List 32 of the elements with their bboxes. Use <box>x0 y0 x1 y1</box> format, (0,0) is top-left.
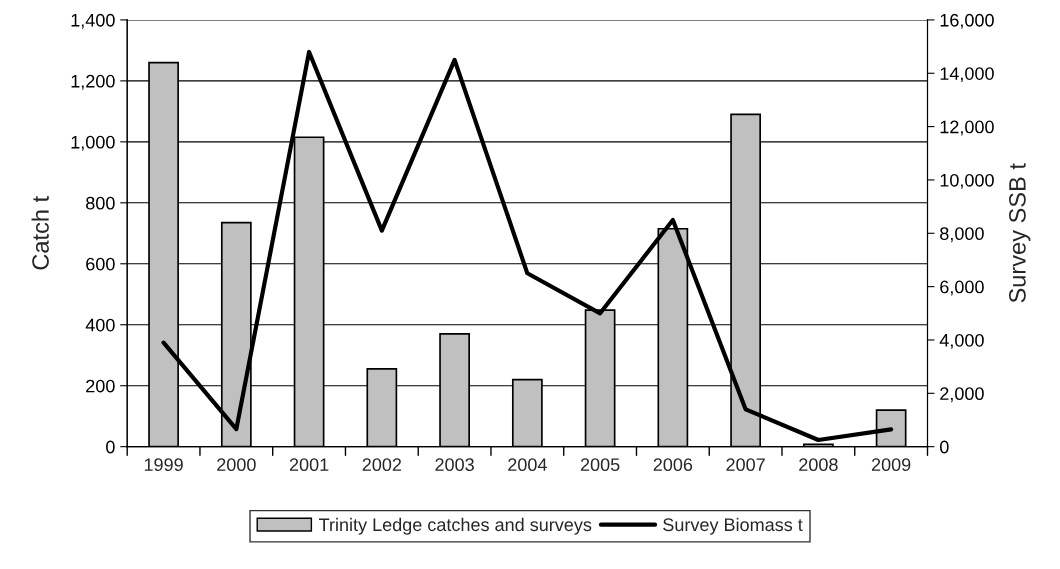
y2-tick-label: 14,000 <box>940 67 994 83</box>
y2-tick-label: 2,000 <box>940 387 984 403</box>
x-tick-label: 2003 <box>435 458 474 472</box>
legend-label: Survey Biomass t <box>663 517 803 535</box>
x-tick-label: 2005 <box>580 458 620 472</box>
y-tick-label: 1,400 <box>71 13 115 29</box>
y2-tick-label: 8,000 <box>940 227 984 243</box>
y2-tick-label: 0 <box>940 440 949 454</box>
x-tick-label: 2002 <box>362 458 402 472</box>
y-axis-title: Catch t <box>31 196 49 270</box>
legend-label: Trinity Ledge catches and surveys <box>319 517 592 535</box>
x-tick-label: 2008 <box>799 458 838 472</box>
x-tick-label: 1999 <box>144 458 183 472</box>
y-tick-label: 800 <box>86 196 115 210</box>
x-tick-label: 2001 <box>289 458 329 472</box>
y2-tick-label: 6,000 <box>940 280 984 296</box>
y-tick-label: 600 <box>86 257 115 271</box>
y2-tick-label: 10,000 <box>940 173 994 189</box>
x-tick-label: 2009 <box>871 458 911 472</box>
y-tick-label: 400 <box>85 318 115 332</box>
x-tick-label: 2007 <box>726 458 765 472</box>
y-tick-label: 1,200 <box>71 74 115 90</box>
x-tick-label: 2004 <box>508 458 547 472</box>
x-tick-label: 2006 <box>653 458 693 472</box>
x-tick-label: 2000 <box>217 458 256 472</box>
y2-axis-title: Survey SSB t <box>1009 163 1031 303</box>
y-tick-label: 200 <box>86 379 115 393</box>
y2-tick-label: 12,000 <box>940 120 994 136</box>
y2-tick-label: 16,000 <box>940 13 994 29</box>
y-tick-label: 1,000 <box>71 135 115 151</box>
y-tick-label: 0 <box>106 440 115 454</box>
y2-tick-label: 4,000 <box>939 333 984 349</box>
